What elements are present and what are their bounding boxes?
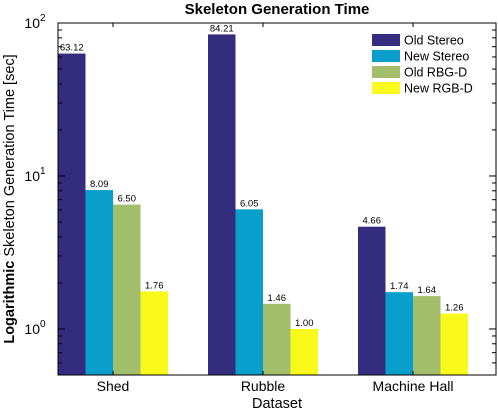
legend-label: Old RBG-D bbox=[404, 66, 467, 80]
data-label: 8.09 bbox=[90, 179, 109, 190]
legend-label: Old Stereo bbox=[404, 34, 464, 48]
chart-title: Skeleton Generation Time bbox=[185, 1, 370, 18]
data-labels-group: 63.12 8.09 6.50 1.76 84.21 6.05 1.46 1.00 4.66 1.… bbox=[60, 23, 464, 329]
data-label: 1.64 bbox=[418, 285, 437, 296]
bar-rubble-old-rbg-d bbox=[263, 303, 291, 375]
legend-label: New RGB-D bbox=[404, 82, 473, 96]
x-tick-label: Shed bbox=[97, 378, 130, 394]
bar-shed-new-rgb-d bbox=[140, 291, 168, 375]
legend-swatch bbox=[372, 82, 400, 94]
x-axis-label: Dataset bbox=[252, 396, 302, 412]
bar-machine-hall-new-rgb-d bbox=[440, 313, 468, 375]
legend: Old Stereo New Stereo Old RBG-D New RGB-D bbox=[364, 28, 490, 97]
bar-shed-old-rbg-d bbox=[113, 204, 141, 375]
data-label: 1.74 bbox=[390, 281, 409, 292]
y-axis-label-bold: Logarithmic bbox=[2, 261, 18, 344]
data-label: 84.21 bbox=[210, 23, 234, 34]
x-tick-label: Rubble bbox=[241, 378, 286, 394]
x-tick-label: Machine Hall bbox=[373, 378, 454, 394]
bar-machine-hall-new-stereo bbox=[385, 292, 413, 375]
y-tick-label: 10 bbox=[24, 15, 40, 31]
y-tick-exponent: 0 bbox=[40, 319, 46, 330]
bar-shed-new-stereo bbox=[85, 190, 113, 375]
data-label: 1.46 bbox=[268, 293, 287, 304]
plot-frame bbox=[57, 22, 497, 376]
data-label: 1.26 bbox=[445, 303, 464, 314]
legend-label: New Stereo bbox=[404, 50, 469, 64]
data-label: 6.05 bbox=[240, 198, 259, 209]
bar-rubble-old-stereo bbox=[208, 34, 236, 376]
y-tick-label: 10 bbox=[24, 321, 40, 337]
data-label: 6.50 bbox=[118, 194, 137, 205]
y-axis-label-rest: Skeleton Generation Time [sec] bbox=[2, 54, 18, 260]
y-axis-label: Logarithmic Skeleton Generation Time [se… bbox=[2, 54, 18, 343]
y-tick-label: 10 bbox=[24, 168, 40, 184]
legend-swatch bbox=[372, 66, 400, 78]
bar-shed-old-stereo bbox=[58, 53, 86, 375]
bars-group bbox=[58, 34, 468, 376]
bar-rubble-new-stereo bbox=[235, 209, 263, 375]
x-ticks-group: Shed Rubble Machine Hall bbox=[97, 23, 454, 394]
bar-machine-hall-old-stereo bbox=[358, 226, 386, 375]
data-label: 4.66 bbox=[363, 216, 382, 227]
y-tick-exponent: 2 bbox=[40, 13, 46, 24]
legend-swatch bbox=[372, 34, 400, 46]
bar-machine-hall-old-rbg-d bbox=[413, 296, 441, 375]
data-label: 63.12 bbox=[60, 43, 84, 54]
bar-rubble-new-rgb-d bbox=[290, 328, 318, 375]
data-label: 1.00 bbox=[295, 318, 314, 329]
y-tick-exponent: 1 bbox=[40, 166, 46, 177]
data-label: 1.76 bbox=[145, 280, 164, 291]
legend-swatch bbox=[372, 50, 400, 62]
